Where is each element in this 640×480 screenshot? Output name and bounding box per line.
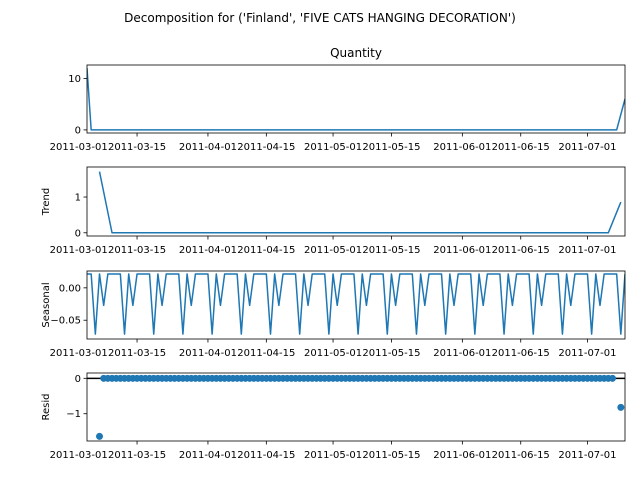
x-tick-label: 2011-03-01 (50, 450, 108, 461)
x-tick-label: 2011-04-15 (237, 245, 295, 256)
x-tick-label: 2011-06-01 (433, 348, 491, 359)
y-tick-label: 0 (75, 125, 81, 136)
x-tick-label: 2011-04-15 (237, 450, 295, 461)
y-tick-label: −1 (66, 409, 81, 420)
x-tick-label: 2011-03-01 (50, 348, 108, 359)
x-tick-label: 2011-04-01 (179, 348, 237, 359)
figure-title: Decomposition for ('Finland', 'FIVE CATS… (124, 11, 516, 25)
x-tick-label: 2011-07-01 (558, 142, 616, 153)
x-tick-label: 2011-07-01 (558, 348, 616, 359)
axes-frame (86, 270, 626, 340)
x-tick-label: 2011-07-01 (558, 450, 616, 461)
x-tick-label: 2011-06-15 (492, 245, 550, 256)
series-line (98, 171, 622, 234)
x-tick-label: 2011-05-15 (362, 450, 420, 461)
series-line (87, 68, 625, 131)
x-tick-label: 2011-04-01 (179, 450, 237, 461)
panel-observed: Quantity 0 10 2011-03-01 2011-03-15 2011-04-0… (50, 46, 626, 153)
y-tick-label: 0 (75, 228, 81, 239)
x-tick-label: 2011-06-01 (433, 142, 491, 153)
y-tick-label: 0.00 (59, 283, 81, 294)
panel-title: Quantity (330, 46, 382, 60)
axes-frame (86, 372, 626, 442)
x-tick-label: 2011-05-15 (362, 348, 420, 359)
x-tick-label: 2011-05-01 (304, 142, 362, 153)
y-tick-label: 1 (75, 193, 81, 204)
x-tick-label: 2011-05-01 (304, 245, 362, 256)
x-tick-label: 2011-07-01 (558, 245, 616, 256)
x-tick-label: 2011-03-01 (50, 245, 108, 256)
panel-seasonal: Seasonal 0.00 −0.05 2011-03-01 2011-03-15 201… (41, 270, 626, 359)
plot-area (87, 273, 625, 335)
x-tick-label: 2011-03-15 (108, 142, 166, 153)
x-tick-label: 2011-04-01 (179, 245, 237, 256)
y-tick-label: −0.05 (50, 316, 81, 327)
x-tick-label: 2011-03-15 (108, 348, 166, 359)
plot-area (98, 171, 622, 234)
x-tick-label: 2011-04-01 (179, 142, 237, 153)
x-tick-label: 2011-06-15 (492, 450, 550, 461)
x-tick-label: 2011-04-15 (237, 142, 295, 153)
resid-point (608, 374, 616, 382)
x-tick-label: 2011-06-01 (433, 450, 491, 461)
resid-outlier-point (617, 403, 625, 411)
plot-area (87, 68, 625, 131)
y-axis-label: Seasonal (41, 282, 52, 327)
x-tick-label: 2011-04-15 (237, 348, 295, 359)
y-tick-label: 0 (75, 374, 81, 385)
resid-outlier-point (96, 432, 104, 440)
y-tick-label: 10 (68, 74, 81, 85)
x-tick-label: 2011-03-15 (108, 450, 166, 461)
axes-frame (86, 64, 626, 134)
series-line (87, 273, 625, 335)
x-tick-label: 2011-06-15 (492, 142, 550, 153)
x-tick-label: 2011-05-15 (362, 142, 420, 153)
x-tick-label: 2011-05-01 (304, 348, 362, 359)
x-tick-label: 2011-05-01 (304, 450, 362, 461)
x-tick-label: 2011-03-15 (108, 245, 166, 256)
y-axis-label: Resid (41, 394, 52, 421)
x-tick-label: 2011-06-01 (433, 245, 491, 256)
y-axis-label: Trend (41, 188, 52, 216)
x-tick-label: 2011-05-15 (362, 245, 420, 256)
x-tick-label: 2011-03-01 (50, 142, 108, 153)
plot-area (87, 374, 625, 440)
axes-frame (86, 166, 626, 237)
x-tick-label: 2011-06-15 (492, 348, 550, 359)
